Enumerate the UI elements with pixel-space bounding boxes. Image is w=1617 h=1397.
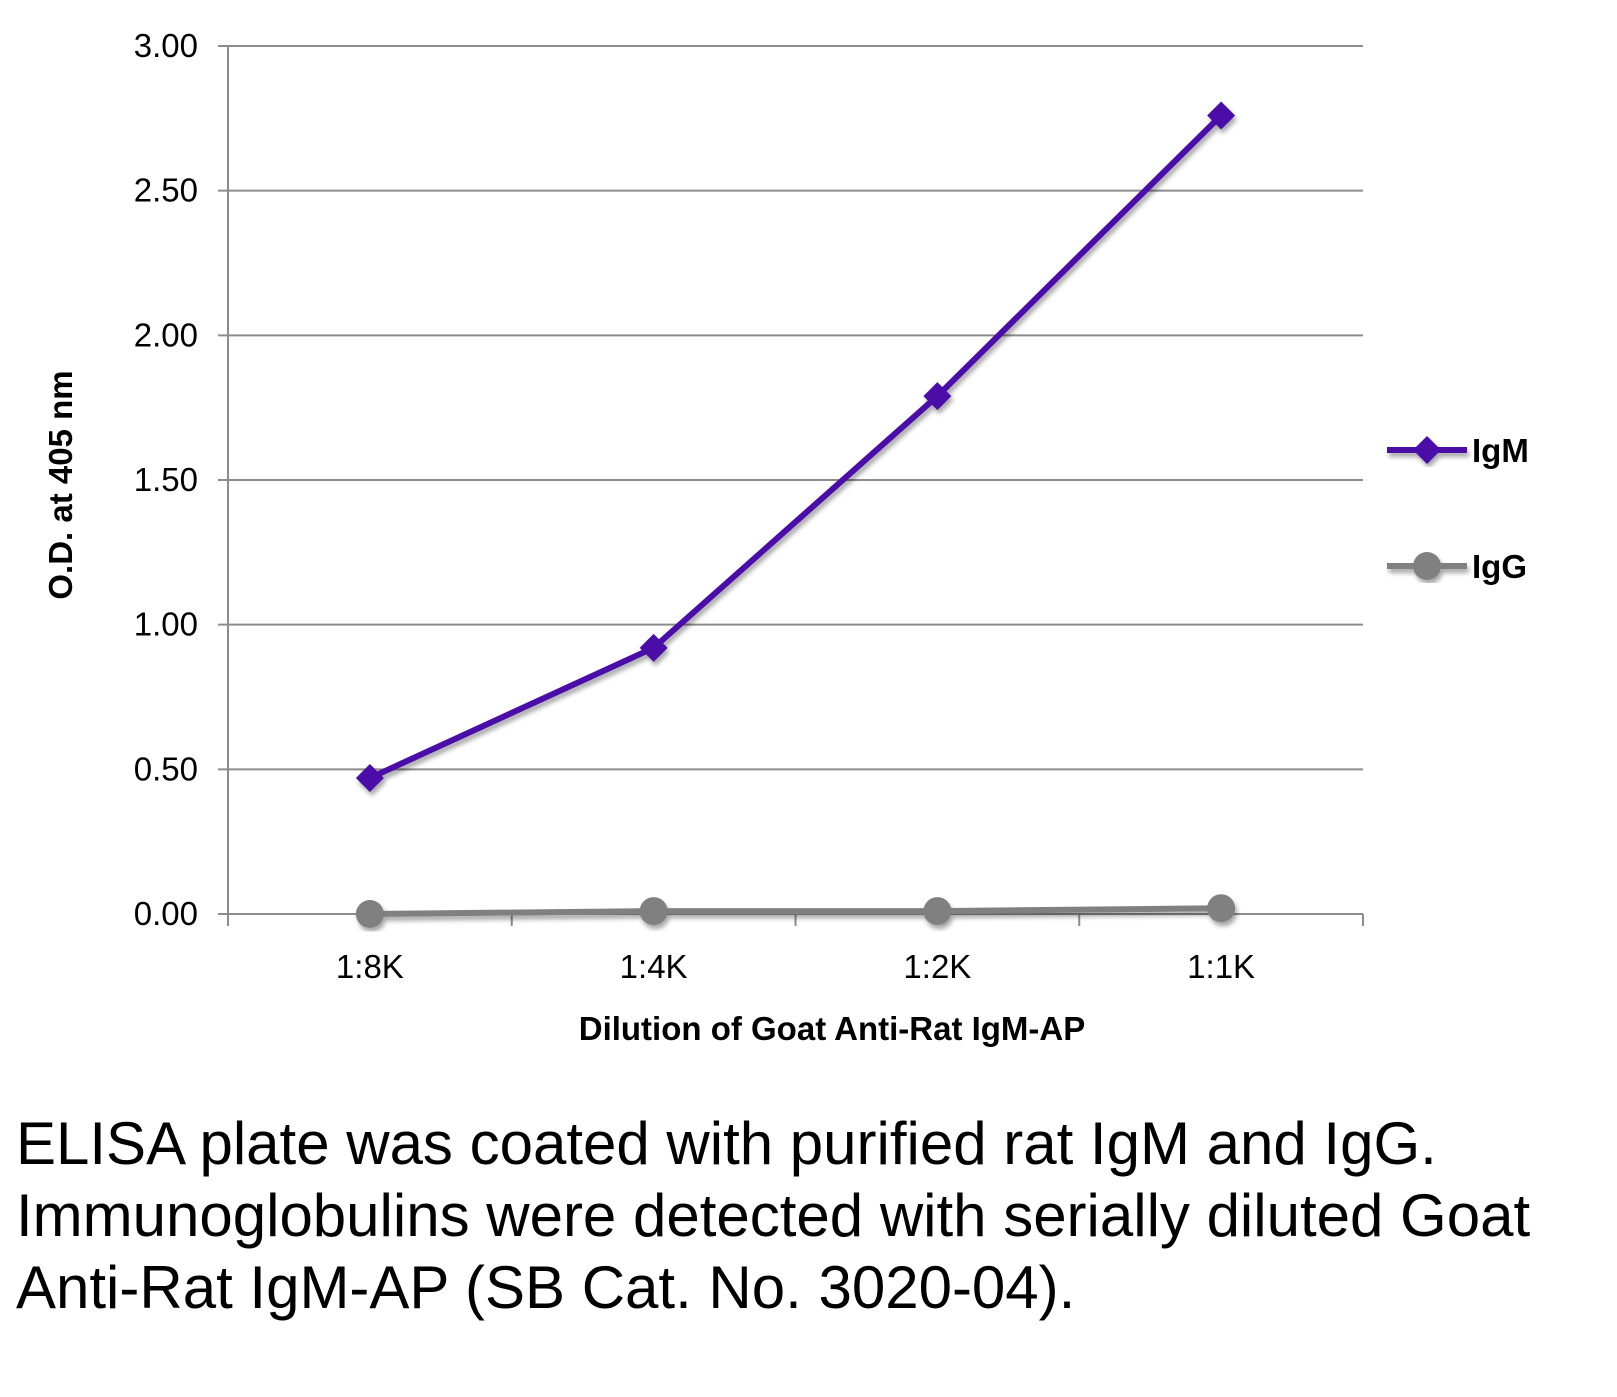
- legend-item-igg: IgG: [1387, 548, 1527, 585]
- data-point-igm: [1207, 101, 1236, 130]
- y-tick-label: 1.50: [134, 461, 198, 498]
- legend-swatch-igm: [1387, 436, 1467, 464]
- series-igm: [355, 101, 1236, 793]
- x-tick-label: 1:8K: [336, 948, 404, 985]
- elisa-line-chart: 0.00 0.50 1.00 1.50 2.00 2.50 3.00 1:8K 1:4K 1:2…: [42, 27, 1529, 1047]
- x-axis-title: Dilution of Goat Anti-Rat IgM-AP: [579, 1010, 1086, 1047]
- data-point-igg: [639, 897, 668, 926]
- x-tick-labels: 1:8K 1:4K 1:2K 1:1K: [336, 948, 1255, 985]
- data-point-igm: [355, 764, 384, 793]
- y-axis-title: O.D. at 405 nm: [42, 370, 79, 599]
- x-tick-label: 1:2K: [903, 948, 971, 985]
- x-tick-label: 1:1K: [1187, 948, 1255, 985]
- legend-marker-igm: [1413, 436, 1441, 464]
- legend: IgM IgG: [1387, 432, 1529, 585]
- series-line-igg: [369, 905, 1222, 917]
- figure-caption: ELISA plate was coated with purified rat…: [16, 1110, 1531, 1321]
- data-point-igm: [923, 382, 952, 411]
- data-point-igm: [639, 633, 668, 662]
- legend-label-igg: IgG: [1472, 548, 1527, 585]
- data-point-igg: [1207, 894, 1236, 923]
- data-point-igg: [923, 897, 952, 926]
- y-tick-label: 0.00: [134, 895, 198, 932]
- y-tick-label: 2.00: [134, 316, 198, 353]
- series-layer: [355, 101, 1236, 928]
- legend-marker-igg: [1413, 552, 1441, 580]
- x-tick-label: 1:4K: [620, 948, 688, 985]
- legend-swatch-igg: [1387, 552, 1467, 580]
- y-tick-label: 1.00: [134, 606, 198, 643]
- y-tick-label: 3.00: [134, 27, 198, 64]
- data-point-igg: [355, 900, 384, 928]
- series-igg: [355, 894, 1236, 928]
- y-tick-label: 0.50: [134, 750, 198, 787]
- legend-label-igm: IgM: [1472, 432, 1529, 469]
- y-tick-labels: 0.00 0.50 1.00 1.50 2.00 2.50 3.00: [134, 27, 198, 932]
- y-tick-label: 2.50: [134, 172, 198, 209]
- gridlines: [218, 45, 1363, 915]
- legend-item-igm: IgM: [1387, 432, 1529, 469]
- axes: [227, 46, 1364, 926]
- series-line-igm: [368, 113, 1224, 781]
